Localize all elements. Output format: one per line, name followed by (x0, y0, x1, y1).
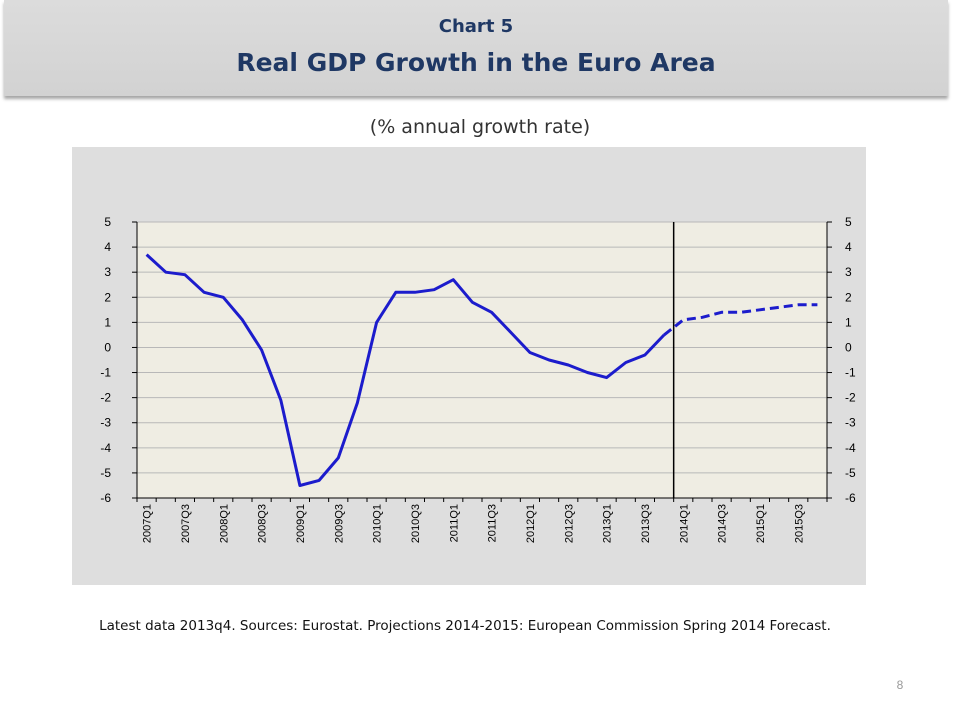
x-tick-label: 2009Q3 (333, 504, 345, 543)
y-tick-label-right: 3 (845, 265, 852, 279)
y-tick-label-left: 2 (104, 290, 111, 304)
y-tick-label-right: -3 (845, 416, 856, 430)
x-tick-label: 2015Q3 (793, 504, 805, 543)
y-tick-label-left: -6 (100, 491, 111, 505)
y-tick-label-right: -2 (845, 391, 856, 405)
x-tick-label: 2011Q1 (448, 504, 460, 542)
x-tick-label: 2009Q1 (295, 504, 307, 543)
x-tick-label: 2013Q3 (640, 504, 652, 543)
projection-series-line (663, 303, 818, 337)
y-tick-label-left: 4 (104, 240, 111, 254)
y-tick-label-right: -1 (845, 366, 856, 380)
y-tick-label-right: -5 (845, 466, 856, 480)
y-tick-label-right: 4 (845, 240, 852, 254)
x-tick-label: 2014Q1 (678, 504, 690, 543)
x-tick-label: 2010Q3 (410, 504, 422, 543)
page-number: 8 (896, 678, 904, 692)
footnote: Latest data 2013q4. Sources: Eurostat. P… (99, 618, 831, 634)
y-tick-label-right: 0 (845, 340, 852, 354)
chart-number: Chart 5 (438, 16, 514, 37)
plot-area (137, 222, 827, 498)
x-tick-label: 2012Q3 (563, 504, 575, 543)
y-tick-label-right: 2 (845, 290, 852, 304)
y-tick-label-right: -4 (845, 441, 856, 455)
x-tick-label: 2008Q1 (218, 504, 230, 543)
x-tick-label: 2013Q1 (602, 504, 614, 543)
x-tick-label: 2007Q3 (180, 504, 192, 543)
y-tick-label-right: 1 (845, 315, 852, 329)
x-tick-label: 2010Q1 (372, 504, 384, 543)
chart-title: Real GDP Growth in the Euro Area (236, 48, 716, 77)
chart-subtitle: (% annual growth rate) (369, 116, 591, 138)
x-tick-label: 2015Q1 (755, 504, 767, 543)
actual-series-line (145, 253, 666, 487)
x-tick-label: 2012Q1 (525, 504, 537, 543)
chart-panel: 5 5 4 4 3 3 2 2 1 1 0 0 -1 -1 -2 -2 -3 -3 -4 -4 -5 -5 -6 -6 2007… (72, 147, 866, 585)
y-tick-label-left: 3 (104, 265, 111, 279)
y-tick-label-left: -2 (100, 391, 111, 405)
x-tick-label: 2011Q3 (487, 504, 499, 542)
y-tick-label-right: -6 (845, 491, 856, 505)
line-chart: 5 5 4 4 3 3 2 2 1 1 0 0 -1 -1 -2 -2 -3 -3 -4 -4 -5 -5 -6 -6 2007… (100, 215, 856, 543)
y-tick-label-left: 1 (104, 315, 111, 329)
y-tick-label-left: -1 (100, 366, 111, 380)
header-band: Chart 5 Real GDP Growth in the Euro Area (4, 0, 948, 96)
y-tick-label-left: -5 (100, 466, 111, 480)
y-tick-label-left: 0 (104, 340, 111, 354)
x-tick-label: 2008Q3 (257, 504, 269, 543)
y-tick-label-right: 5 (845, 215, 852, 229)
y-tick-label-left: 5 (104, 215, 111, 229)
x-tick-label: 2007Q1 (142, 504, 154, 543)
y-tick-label-left: -3 (100, 416, 111, 430)
x-tick-label: 2014Q3 (717, 504, 729, 543)
y-tick-label-left: -4 (100, 441, 111, 455)
